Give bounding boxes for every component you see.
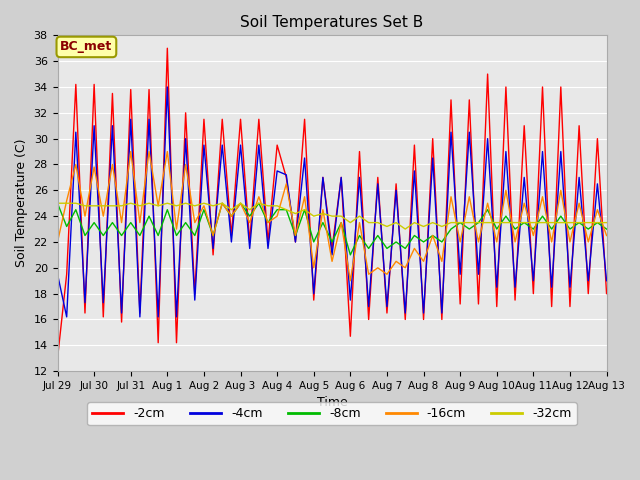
-8cm [539, 213, 547, 219]
-4cm [401, 310, 409, 316]
-4cm [63, 314, 70, 320]
Title: Soil Temperatures Set B: Soil Temperatures Set B [241, 15, 424, 30]
-16cm [173, 226, 180, 232]
-32cm [182, 200, 189, 206]
-4cm [603, 278, 611, 284]
-2cm [255, 117, 262, 122]
-2cm [392, 181, 400, 187]
-32cm [603, 220, 611, 226]
-8cm [356, 233, 364, 239]
-4cm [182, 136, 189, 142]
-32cm [383, 224, 391, 229]
-2cm [191, 291, 198, 297]
-2cm [356, 149, 364, 155]
-16cm [127, 149, 134, 155]
-32cm [54, 200, 61, 206]
-8cm [246, 213, 253, 219]
-8cm [346, 252, 354, 258]
-16cm [191, 220, 198, 226]
-32cm [246, 207, 253, 213]
-4cm [54, 271, 61, 277]
-32cm [163, 200, 171, 206]
-32cm [539, 220, 547, 226]
-16cm [255, 194, 262, 200]
-32cm [346, 220, 354, 226]
-4cm [264, 246, 272, 252]
-16cm [54, 239, 61, 245]
-16cm [365, 271, 372, 277]
Line: -32cm: -32cm [58, 203, 607, 229]
-2cm [173, 340, 180, 346]
-8cm [54, 200, 61, 206]
-16cm [346, 278, 354, 284]
-8cm [163, 207, 171, 213]
Line: -4cm: -4cm [58, 87, 607, 317]
-4cm [365, 304, 372, 310]
Y-axis label: Soil Temperature (C): Soil Temperature (C) [15, 139, 28, 267]
-16cm [548, 239, 556, 245]
-8cm [392, 239, 400, 245]
-2cm [163, 46, 171, 51]
-2cm [603, 291, 611, 297]
Text: BC_met: BC_met [60, 40, 113, 53]
-8cm [603, 226, 611, 232]
X-axis label: Time: Time [317, 396, 348, 409]
-2cm [539, 84, 547, 90]
-4cm [163, 84, 171, 90]
-2cm [54, 355, 61, 361]
-16cm [401, 265, 409, 271]
-32cm [401, 226, 409, 232]
-8cm [182, 220, 189, 226]
Legend: -2cm, -4cm, -8cm, -16cm, -32cm: -2cm, -4cm, -8cm, -16cm, -32cm [87, 402, 577, 425]
Line: -16cm: -16cm [58, 152, 607, 281]
-16cm [603, 233, 611, 239]
Line: -8cm: -8cm [58, 203, 607, 255]
Line: -2cm: -2cm [58, 48, 607, 358]
-4cm [548, 284, 556, 290]
-4cm [200, 142, 208, 148]
